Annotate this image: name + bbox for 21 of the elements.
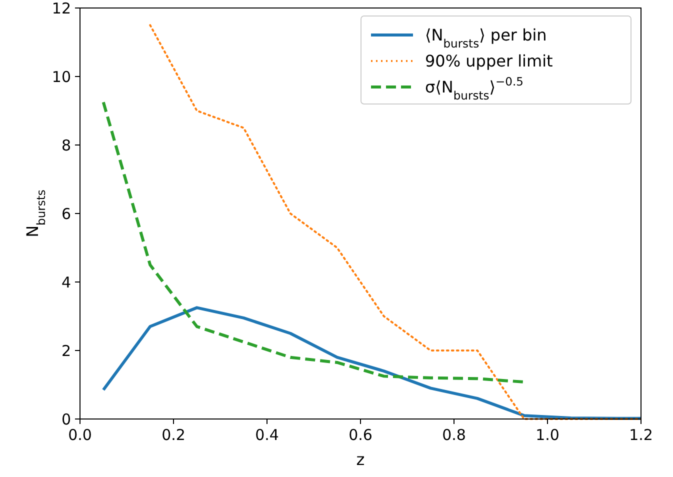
line-series — [149, 24, 641, 420]
legend-label: 90% upper limit — [425, 52, 553, 71]
x-tick-label: 0.2 — [162, 426, 186, 444]
y-tick-label: 8 — [61, 136, 71, 154]
y-tick-label: 12 — [52, 0, 71, 18]
y-tick-label: 0 — [61, 410, 71, 428]
y-tick-label: 4 — [61, 273, 71, 292]
x-tick-label: 0.6 — [348, 426, 372, 444]
x-tick-label: 0.8 — [442, 426, 466, 444]
y-tick-label: 6 — [61, 204, 71, 223]
legend-label: ⟨N$_{bursts}$⟩ per bin — [425, 26, 547, 51]
x-tick-label: 0.4 — [255, 426, 279, 444]
x-tick-label: 0.0 — [68, 426, 92, 444]
line-series — [102, 100, 526, 384]
line-series — [102, 306, 641, 420]
x-tick-label: 1.2 — [629, 426, 653, 444]
x-axis-title: z — [356, 450, 365, 469]
y-tick-label: 10 — [52, 68, 71, 86]
legend-label: σ⟨N$_{bursts}$⟩$^{−0.5}$ — [425, 74, 524, 103]
y-tick-label: 2 — [61, 342, 71, 360]
x-tick-label: 1.0 — [536, 426, 560, 444]
